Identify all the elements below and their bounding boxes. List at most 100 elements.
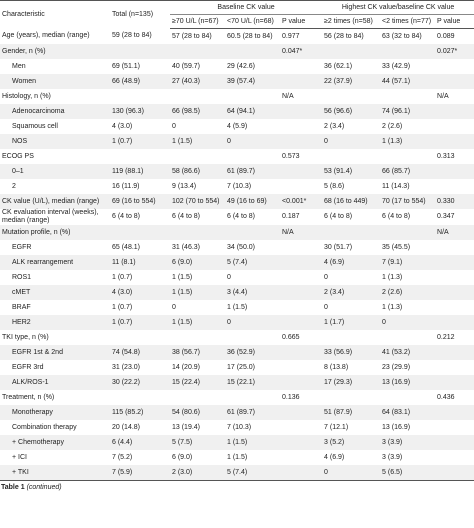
cell: 66 (85.7) bbox=[380, 164, 436, 179]
cell: 11 (14.3) bbox=[382, 182, 410, 190]
cell: 0.330 bbox=[435, 194, 474, 209]
table-row: Women 66 (48.9) 27 (40.3) 39 (57.4) 22 (37.9… bbox=[0, 74, 474, 89]
cell: 0 bbox=[322, 134, 381, 149]
cell: 1 (0.7) bbox=[112, 303, 133, 311]
cell bbox=[280, 285, 323, 300]
cell: 13 (16.9) bbox=[380, 375, 436, 390]
header-cell: P value bbox=[435, 14, 474, 29]
row-label: Histology, n (%) bbox=[2, 92, 51, 100]
row-label: Gender, n (%) bbox=[0, 44, 110, 59]
cell: 0 bbox=[172, 122, 176, 130]
cell: 1 (1.5) bbox=[172, 273, 193, 281]
cell bbox=[322, 44, 381, 59]
cell: 130 (96.3) bbox=[110, 104, 170, 119]
header-cell: ≥2 times (n=58) bbox=[322, 14, 381, 29]
cell: 64 (94.1) bbox=[225, 104, 280, 119]
cell: 6 (4 to 8) bbox=[382, 213, 411, 220]
cell: 1 (1.3) bbox=[382, 273, 403, 281]
cell: 35 (45.5) bbox=[382, 243, 411, 251]
data-table: Characteristic Total (n=135) Baseline CK… bbox=[0, 0, 474, 481]
header-cell: ≥70 U/L (n=67) bbox=[170, 14, 225, 29]
cell bbox=[280, 119, 322, 134]
cell: 1 (1.5) bbox=[227, 453, 248, 461]
cell: 0.436 bbox=[437, 393, 455, 401]
cell: 63 (32 to 84) bbox=[382, 32, 422, 40]
cell: 0 bbox=[380, 315, 436, 330]
cell bbox=[225, 89, 280, 104]
table-row: 0–1 119 (88.1) 58 (86.6) 61 (89.7) 53 (91.4)… bbox=[0, 164, 474, 179]
cell: 1 (1.7) bbox=[322, 315, 381, 330]
cell: 5 (7.5) bbox=[170, 435, 225, 450]
cell: 31 (23.0) bbox=[112, 363, 141, 371]
cell: 7 (10.3) bbox=[227, 423, 252, 431]
cell: 38 (56.7) bbox=[170, 345, 225, 360]
cell bbox=[280, 179, 322, 194]
cell: 2 (3.4) bbox=[324, 122, 345, 130]
cell bbox=[435, 420, 474, 435]
cell: 4 (5.9) bbox=[227, 122, 248, 130]
cell: 0 bbox=[227, 273, 231, 281]
cell: 6 (4 to 8) bbox=[324, 213, 353, 220]
cell bbox=[280, 74, 323, 89]
cell: 115 (85.2) bbox=[110, 405, 170, 420]
row-label: + Chemotherapy bbox=[0, 435, 110, 450]
cell: 33 (42.9) bbox=[382, 62, 411, 70]
row-label: NOS bbox=[0, 134, 110, 149]
cell: 6 (4.4) bbox=[110, 435, 170, 450]
cell bbox=[435, 179, 474, 194]
cell bbox=[280, 300, 322, 315]
cell: 1 (1.5) bbox=[170, 285, 225, 300]
header-cell: Total (n=135) bbox=[110, 0, 170, 29]
row-label: 0–1 bbox=[0, 164, 110, 179]
table-row: TKI type, n (%) 0.665 0.212 bbox=[0, 330, 474, 345]
cell: 1 (0.7) bbox=[110, 315, 170, 330]
cell: 2 (2.6) bbox=[382, 122, 403, 130]
cell: 4 (3.0) bbox=[112, 122, 133, 130]
cell: N/A bbox=[437, 92, 449, 100]
cell: 74 (96.1) bbox=[380, 104, 436, 119]
row-label: 2 bbox=[12, 182, 16, 190]
cell: 1 (1.5) bbox=[227, 303, 248, 311]
cell: 11 (8.1) bbox=[110, 255, 170, 270]
cell: 36 (62.1) bbox=[324, 62, 353, 70]
cell: 1 (0.7) bbox=[112, 273, 133, 281]
cell bbox=[435, 59, 474, 74]
cell: 58 (86.6) bbox=[170, 164, 225, 179]
cell: 41 (53.2) bbox=[380, 345, 436, 360]
row-label: Women bbox=[0, 74, 110, 89]
cell bbox=[322, 330, 380, 345]
cell bbox=[435, 315, 474, 330]
table-row: + Chemotherapy 6 (4.4) 5 (7.5) 1 (1.5) 3 (5.… bbox=[0, 435, 474, 450]
cell: <0.001* bbox=[280, 194, 323, 209]
cell: 0.977 bbox=[282, 32, 300, 40]
cell: 1 (1.5) bbox=[225, 435, 280, 450]
table-row: HER2 1 (0.7) 1 (1.5) 0 1 (1.7) 0 bbox=[0, 315, 474, 330]
row-label: + ICI bbox=[12, 453, 27, 461]
cell: 3 (3.9) bbox=[380, 435, 436, 450]
cell: 23 (29.9) bbox=[382, 363, 411, 371]
cell: 0.573 bbox=[282, 152, 300, 160]
cell bbox=[280, 164, 323, 179]
cell: 53 (91.4) bbox=[322, 164, 381, 179]
row-label: ALK/ROS-1 bbox=[0, 375, 110, 390]
cell: 7 (10.3) bbox=[227, 182, 252, 190]
table-row: Treatment, n (%) 0.136 0.436 bbox=[0, 390, 474, 405]
cell bbox=[380, 390, 435, 405]
cell bbox=[110, 330, 170, 345]
cell: 15 (22.1) bbox=[225, 375, 280, 390]
cell: 0.047* bbox=[280, 44, 323, 59]
cell bbox=[225, 390, 280, 405]
row-label: Combination therapy bbox=[12, 423, 77, 431]
cell: 3 (4.4) bbox=[225, 285, 280, 300]
cell bbox=[380, 149, 435, 164]
row-label: CK evaluation interval (weeks), median (… bbox=[2, 209, 99, 224]
cell bbox=[380, 225, 436, 240]
cell: 5 (7.4) bbox=[225, 255, 280, 270]
cell: N/A bbox=[282, 92, 294, 100]
cell: 7 (9.1) bbox=[380, 255, 436, 270]
cell bbox=[435, 345, 474, 360]
cell bbox=[435, 104, 474, 119]
table-row: 2 16 (11.9) 9 (13.4) 7 (10.3) 5 (8.6) 11 (14.… bbox=[0, 179, 474, 194]
cell: 0.089 bbox=[437, 32, 455, 40]
cell: 66 (48.9) bbox=[110, 74, 170, 89]
